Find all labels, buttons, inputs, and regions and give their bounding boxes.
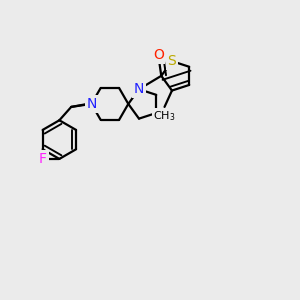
Text: O: O [153, 48, 164, 62]
Text: N: N [134, 82, 144, 96]
Text: CH$_3$: CH$_3$ [153, 109, 176, 123]
Text: N: N [86, 97, 97, 111]
Text: S: S [168, 54, 176, 68]
Text: F: F [39, 152, 47, 166]
